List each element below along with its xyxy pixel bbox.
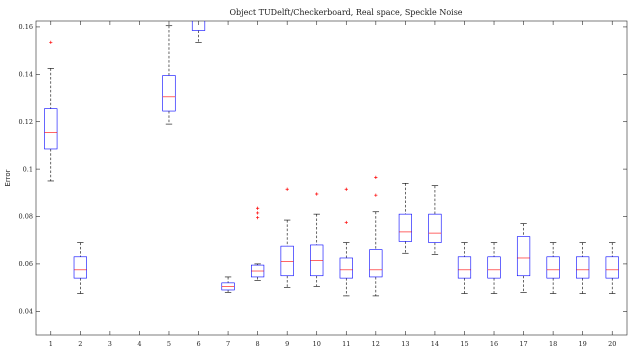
- y-axis-label: Error: [4, 169, 12, 186]
- x-tick-label: 7: [226, 340, 230, 348]
- box-7: [221, 276, 235, 293]
- y-axis: 0.04 0.06 0.08 0.1 0.12 0.14 0.16: [19, 23, 627, 316]
- x-tick-label: 18: [549, 340, 557, 348]
- box-iqr: [398, 213, 412, 242]
- box-20: [605, 242, 619, 294]
- box-iqr: [73, 256, 87, 279]
- x-tick-label: 4: [137, 340, 141, 348]
- outlier-marker: [256, 211, 260, 215]
- x-tick-label: 12: [372, 340, 380, 348]
- x-tick-label: 20: [608, 340, 616, 348]
- x-tick-label: 8: [256, 340, 260, 348]
- box-10: [310, 192, 324, 287]
- plot-area-frame: [35, 20, 628, 336]
- box-1: [44, 40, 58, 182]
- x-tick-label: 11: [342, 340, 350, 348]
- outlier-marker: [49, 40, 53, 44]
- box-iqr: [280, 245, 294, 277]
- outlier-marker: [374, 175, 378, 180]
- box-8: [251, 206, 265, 281]
- y-tick-label: 0.14: [19, 71, 33, 79]
- box-iqr: [191, 21, 206, 31]
- y-tick-label: 0.08: [19, 213, 33, 221]
- box-iqr: [428, 213, 442, 243]
- box-17: [516, 223, 531, 293]
- x-tick-label: 19: [579, 340, 587, 348]
- box-iqr: [457, 256, 472, 279]
- box-13: [398, 183, 412, 254]
- y-tick-label: 0.1: [23, 165, 33, 173]
- box-16: [487, 242, 501, 294]
- x-tick-label: 1: [49, 340, 53, 348]
- outlier-marker: [285, 187, 289, 191]
- x-tick-label: 5: [167, 340, 171, 348]
- outlier-marker: [344, 220, 348, 225]
- box-15: [457, 242, 472, 294]
- x-tick-label: 3: [108, 340, 112, 348]
- box-iqr: [605, 256, 619, 279]
- y-tick-label: 0.04: [19, 308, 33, 316]
- y-tick-label: 0.12: [19, 118, 33, 126]
- box-iqr: [546, 256, 560, 279]
- x-tick-label: 16: [490, 340, 498, 348]
- outlier-marker: [374, 193, 378, 197]
- outlier-marker: [256, 216, 260, 220]
- x-tick-label: 13: [401, 340, 409, 348]
- box-6: [191, 21, 206, 43]
- y-tick-label: 0.16: [19, 23, 33, 31]
- box-iqr: [339, 257, 353, 279]
- x-tick-label: 9: [285, 340, 289, 348]
- x-tick-label: 10: [313, 340, 321, 348]
- x-tick-label: 2: [78, 340, 82, 348]
- x-tick-label: 14: [431, 340, 439, 348]
- box-iqr: [516, 236, 531, 277]
- box-5: [162, 25, 176, 125]
- box-iqr: [487, 256, 501, 279]
- x-tick-label: 6: [196, 340, 200, 348]
- box-iqr: [162, 75, 176, 112]
- chart-title: Object TUDelft/Checkerboard, Real space,…: [229, 8, 462, 17]
- box-series: [44, 21, 619, 297]
- box-iqr: [369, 249, 383, 278]
- box-19: [576, 242, 590, 294]
- y-tick-label: 0.06: [19, 260, 33, 268]
- x-tick-label: 17: [519, 340, 527, 348]
- box-2: [73, 242, 87, 294]
- box-18: [546, 242, 560, 294]
- box-iqr: [44, 108, 58, 150]
- box-12: [369, 175, 383, 297]
- x-tick-label: 15: [460, 340, 468, 348]
- outlier-marker: [256, 206, 260, 210]
- box-14: [428, 185, 442, 255]
- outlier-marker: [315, 192, 319, 196]
- box-9: [280, 187, 294, 288]
- outlier-marker: [344, 187, 348, 191]
- x-axis: 1 2 3 4 5 6 7 8 9 10 11 12 13 14 15 16 17 18 19 20: [49, 21, 616, 348]
- box-11: [339, 187, 353, 297]
- box-iqr: [576, 256, 590, 279]
